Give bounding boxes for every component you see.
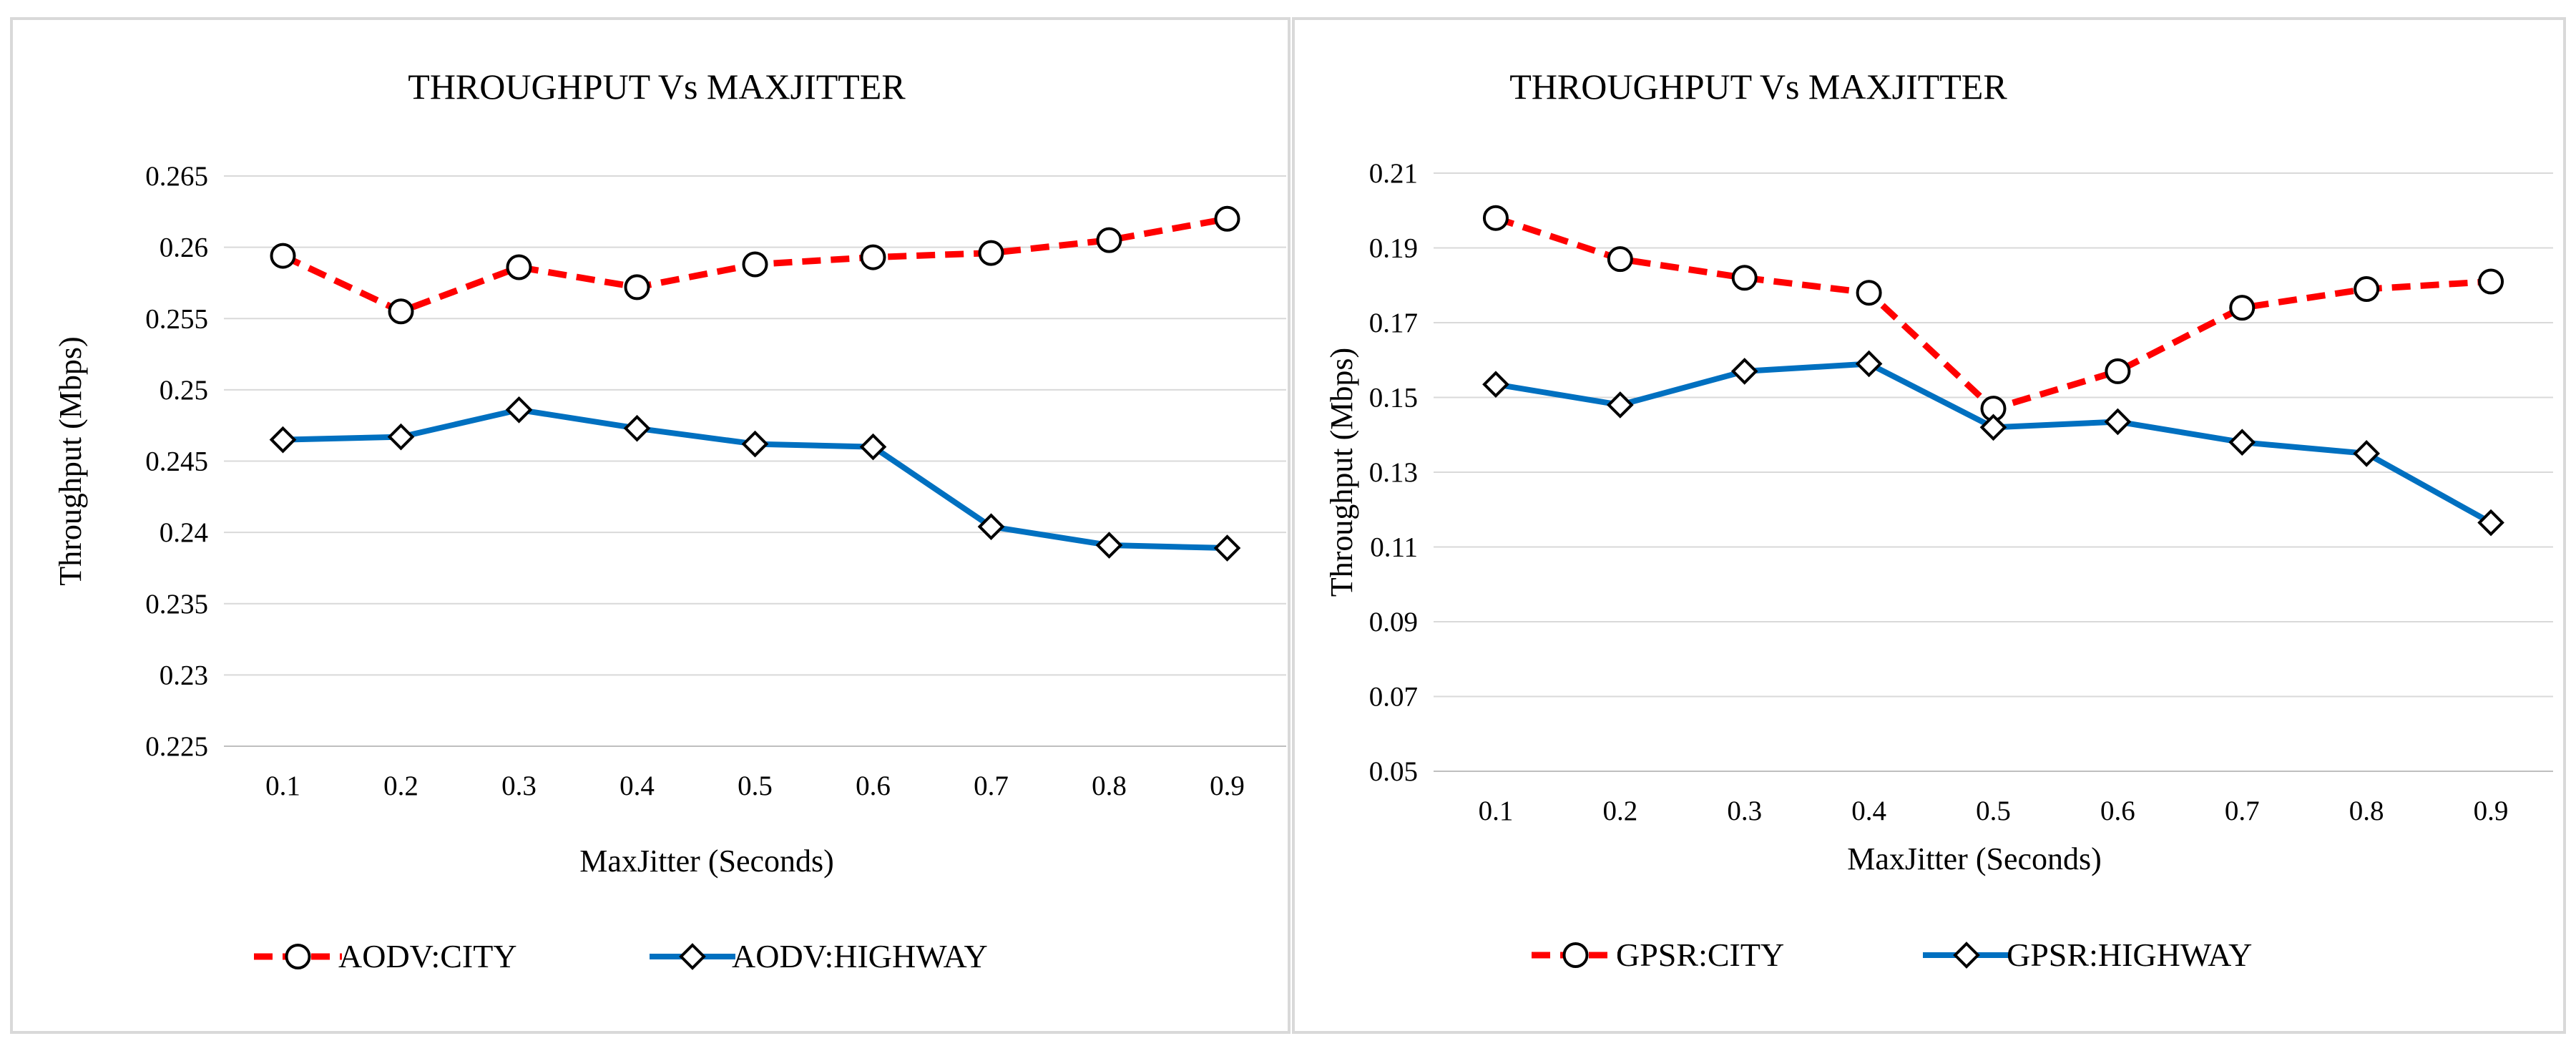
x-tick-label: 0.2: [383, 771, 418, 801]
x-tick-label: 0.5: [1976, 796, 2011, 826]
legend-marker: [285, 944, 311, 969]
data-point-circle: [2354, 275, 2380, 302]
data-point-circle: [978, 240, 1004, 266]
data-point-circle: [2229, 295, 2256, 321]
data-point-diamond: [1607, 391, 1634, 419]
chart-left: THROUGHPUT Vs MAXJITTER 0.225 0.23 0.235 0.2…: [53, 67, 1286, 974]
data-point-circle: [1731, 265, 1758, 291]
x-tick-label: 0.3: [1727, 796, 1762, 826]
data-point-diamond: [859, 433, 887, 461]
legend-label: AODV:CITY: [338, 938, 517, 974]
data-point-diamond: [1979, 414, 2007, 441]
y-tick-label: 0.07: [1369, 682, 1418, 713]
y-tick-label: 0.11: [1370, 532, 1418, 563]
data-point-diamond: [505, 396, 533, 424]
chart-title: THROUGHPUT Vs MAXJITTER: [408, 67, 906, 107]
series-line-aodv-highway: [283, 406, 1228, 552]
y-tick-label: 0.21: [1369, 158, 1418, 189]
data-point-circle: [2478, 268, 2504, 295]
chart-right: THROUGHPUT Vs MAXJITTER 0.05 0.07 0.09 0.11 0…: [1324, 67, 2553, 973]
x-tick-label: 0.7: [2225, 796, 2260, 826]
series-line-gpsr-city: [1494, 215, 2492, 412]
y-tick-label: 0.255: [145, 303, 208, 334]
y-tick-label: 0.05: [1369, 756, 1418, 787]
chart-panel-right: THROUGHPUT Vs MAXJITTER 0.05 0.07 0.09 0.11 0…: [1292, 17, 2566, 1034]
y-tick-label: 0.24: [160, 517, 208, 548]
data-point-circle: [270, 243, 296, 269]
y-tick-label: 0.19: [1369, 233, 1418, 264]
data-point-diamond: [2228, 429, 2256, 456]
chart-panel-left: THROUGHPUT Vs MAXJITTER 0.225 0.23 0.235 0.2…: [10, 17, 1291, 1034]
x-tick-label: 0.4: [1851, 796, 1886, 826]
x-tick-label: 0.1: [265, 771, 300, 801]
x-tick-label: 0.2: [1602, 796, 1637, 826]
data-point-diamond: [1730, 358, 1758, 385]
data-point-diamond: [1095, 532, 1123, 559]
y-axis-label: Throughput (Mbps): [53, 336, 88, 585]
data-point-circle: [1607, 246, 1633, 273]
y-tick-label: 0.09: [1369, 607, 1418, 637]
x-axis-label: MaxJitter (Seconds): [1847, 841, 2102, 876]
data-point-circle: [506, 254, 532, 280]
y-tick-label: 0.15: [1369, 383, 1418, 414]
legend-marker: [1953, 942, 1980, 969]
data-point-circle: [742, 251, 768, 278]
data-point-circle: [624, 274, 650, 300]
x-tick-label: 0.1: [1479, 796, 1514, 826]
y-tick-label: 0.245: [145, 446, 208, 477]
series-line-gpsr-highway: [1495, 361, 2492, 526]
x-tick-label: 0.6: [2100, 796, 2135, 826]
legend-label: GPSR:CITY: [1616, 937, 1784, 973]
x-tick-label: 0.3: [501, 771, 537, 801]
x-tick-label: 0.8: [1092, 771, 1127, 801]
data-point-diamond: [1855, 350, 1883, 378]
y-tick-label: 0.235: [145, 589, 208, 620]
x-tick-label: 0.4: [619, 771, 655, 801]
data-point-diamond: [623, 414, 651, 442]
data-point-circle: [860, 244, 886, 270]
data-point-circle: [2105, 358, 2131, 384]
data-point-diamond: [977, 513, 1005, 540]
legend-marker: [679, 943, 706, 970]
x-tick-label: 0.7: [974, 771, 1009, 801]
y-tick-label: 0.17: [1369, 308, 1418, 338]
data-point-diamond: [2353, 440, 2380, 467]
data-point-diamond: [1482, 371, 1509, 399]
data-point-diamond: [741, 430, 769, 458]
data-point-diamond: [2477, 509, 2504, 537]
legend-marker: [1562, 942, 1589, 968]
x-tick-label: 0.5: [738, 771, 773, 801]
data-point-circle: [1096, 227, 1122, 253]
x-axis-label: MaxJitter (Seconds): [579, 844, 834, 879]
data-point-circle: [1482, 205, 1509, 231]
data-point-diamond: [1213, 534, 1241, 562]
data-point-diamond: [2104, 408, 2132, 436]
y-axis-label: Throughput (Mbps): [1324, 348, 1359, 597]
data-point-diamond: [387, 423, 415, 451]
x-tick-label: 0.8: [2349, 796, 2384, 826]
y-tick-label: 0.25: [160, 375, 208, 406]
y-tick-label: 0.13: [1369, 457, 1418, 488]
chart-title: THROUGHPUT Vs MAXJITTER: [1509, 67, 2007, 107]
x-tick-label: 0.9: [1210, 771, 1245, 801]
y-tick-label: 0.265: [145, 161, 208, 192]
data-point-diamond: [269, 426, 297, 454]
data-point-circle: [388, 298, 414, 325]
legend-label: GPSR:HIGHWAY: [2007, 937, 2252, 973]
data-point-circle: [1214, 205, 1240, 232]
data-point-circle: [1856, 280, 1882, 306]
y-tick-label: 0.225: [145, 731, 208, 762]
y-tick-label: 0.26: [160, 233, 208, 263]
x-tick-label: 0.9: [2474, 796, 2509, 826]
y-tick-label: 0.23: [160, 660, 208, 690]
x-tick-label: 0.6: [856, 771, 891, 801]
legend-label: AODV:HIGHWAY: [732, 938, 988, 974]
